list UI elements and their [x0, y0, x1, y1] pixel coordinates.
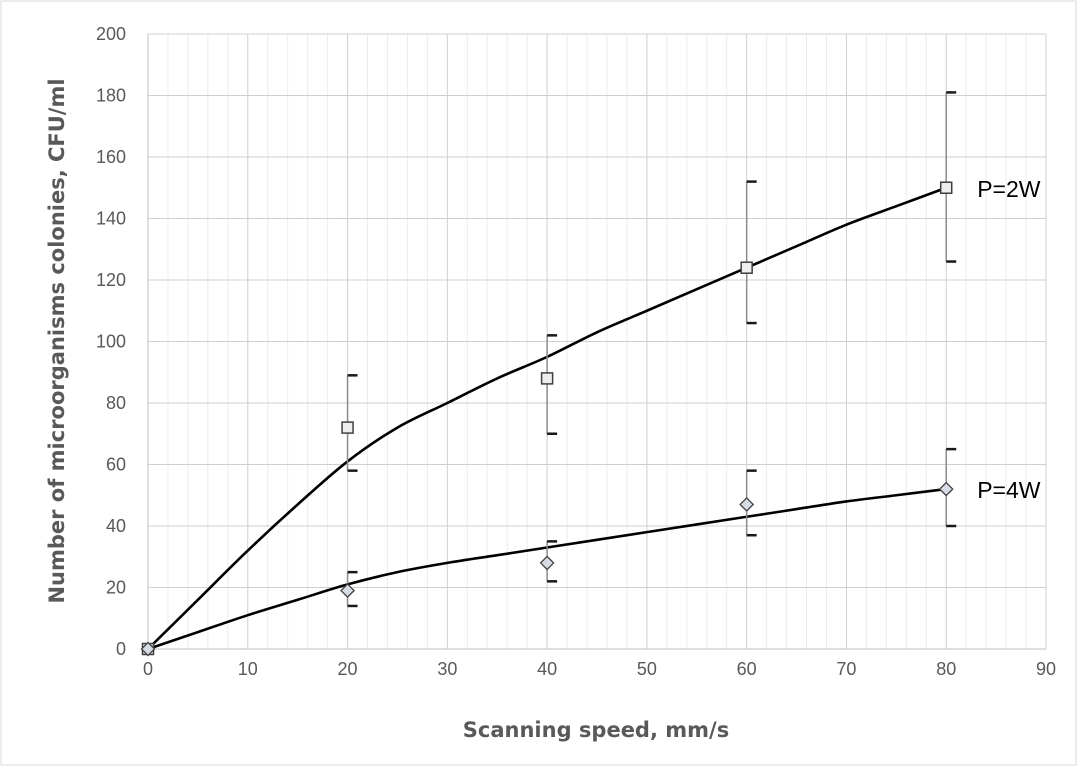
y-tick-label: 160: [96, 147, 126, 167]
x-tick-label: 50: [637, 659, 657, 679]
y-axis-ticks: 0 20 40 60 80 100 120 140 160 180 200: [96, 24, 126, 659]
marker-p-4w: [140, 641, 156, 657]
x-axis-title: Scanning speed, mm/s: [463, 718, 729, 742]
marker-p-4w: [539, 555, 555, 571]
marker-p-4w: [739, 497, 755, 512]
y-tick-label: 80: [106, 393, 126, 413]
x-tick-label: 30: [437, 659, 457, 679]
x-tick-label: 20: [338, 659, 358, 679]
y-tick-label: 100: [96, 332, 126, 352]
y-tick-label: 140: [96, 209, 126, 229]
y-tick-label: 20: [106, 578, 126, 598]
x-tick-label: 90: [1036, 659, 1056, 679]
marker-p-4w: [340, 583, 355, 598]
series-label-p-2w: P=2W: [977, 176, 1041, 202]
y-tick-label: 60: [106, 455, 126, 475]
major-gridlines: [148, 33, 1047, 649]
marker-p-2w: [740, 261, 753, 274]
series-labels: P=2W P=4W: [977, 176, 1041, 503]
series-label-p-4w: P=4W: [977, 477, 1041, 503]
y-tick-label: 200: [96, 24, 126, 44]
x-tick-label: 60: [737, 659, 757, 679]
x-tick-label: 80: [936, 659, 956, 679]
x-axis-ticks: 0 10 20 30 40 50 60 70 80 90: [143, 659, 1056, 679]
data-markers: [140, 181, 954, 657]
y-tick-label: 120: [96, 270, 126, 290]
x-tick-label: 40: [537, 659, 557, 679]
marker-p-2w: [341, 421, 354, 434]
y-tick-label: 40: [106, 516, 126, 536]
y-axis-title: Number of microorganisms colonies, CFU/m…: [45, 78, 69, 603]
marker-p-2w: [540, 372, 554, 385]
marker-p-2w: [939, 181, 953, 194]
x-tick-label: 10: [238, 659, 258, 679]
axes: [147, 34, 1046, 650]
marker-p-4w: [938, 481, 954, 497]
x-tick-label: 70: [836, 659, 856, 679]
y-tick-label: 180: [96, 86, 126, 106]
x-tick-label: 0: [143, 659, 153, 679]
y-tick-label: 0: [116, 639, 126, 659]
trendline-p-2w: [147, 186, 947, 650]
